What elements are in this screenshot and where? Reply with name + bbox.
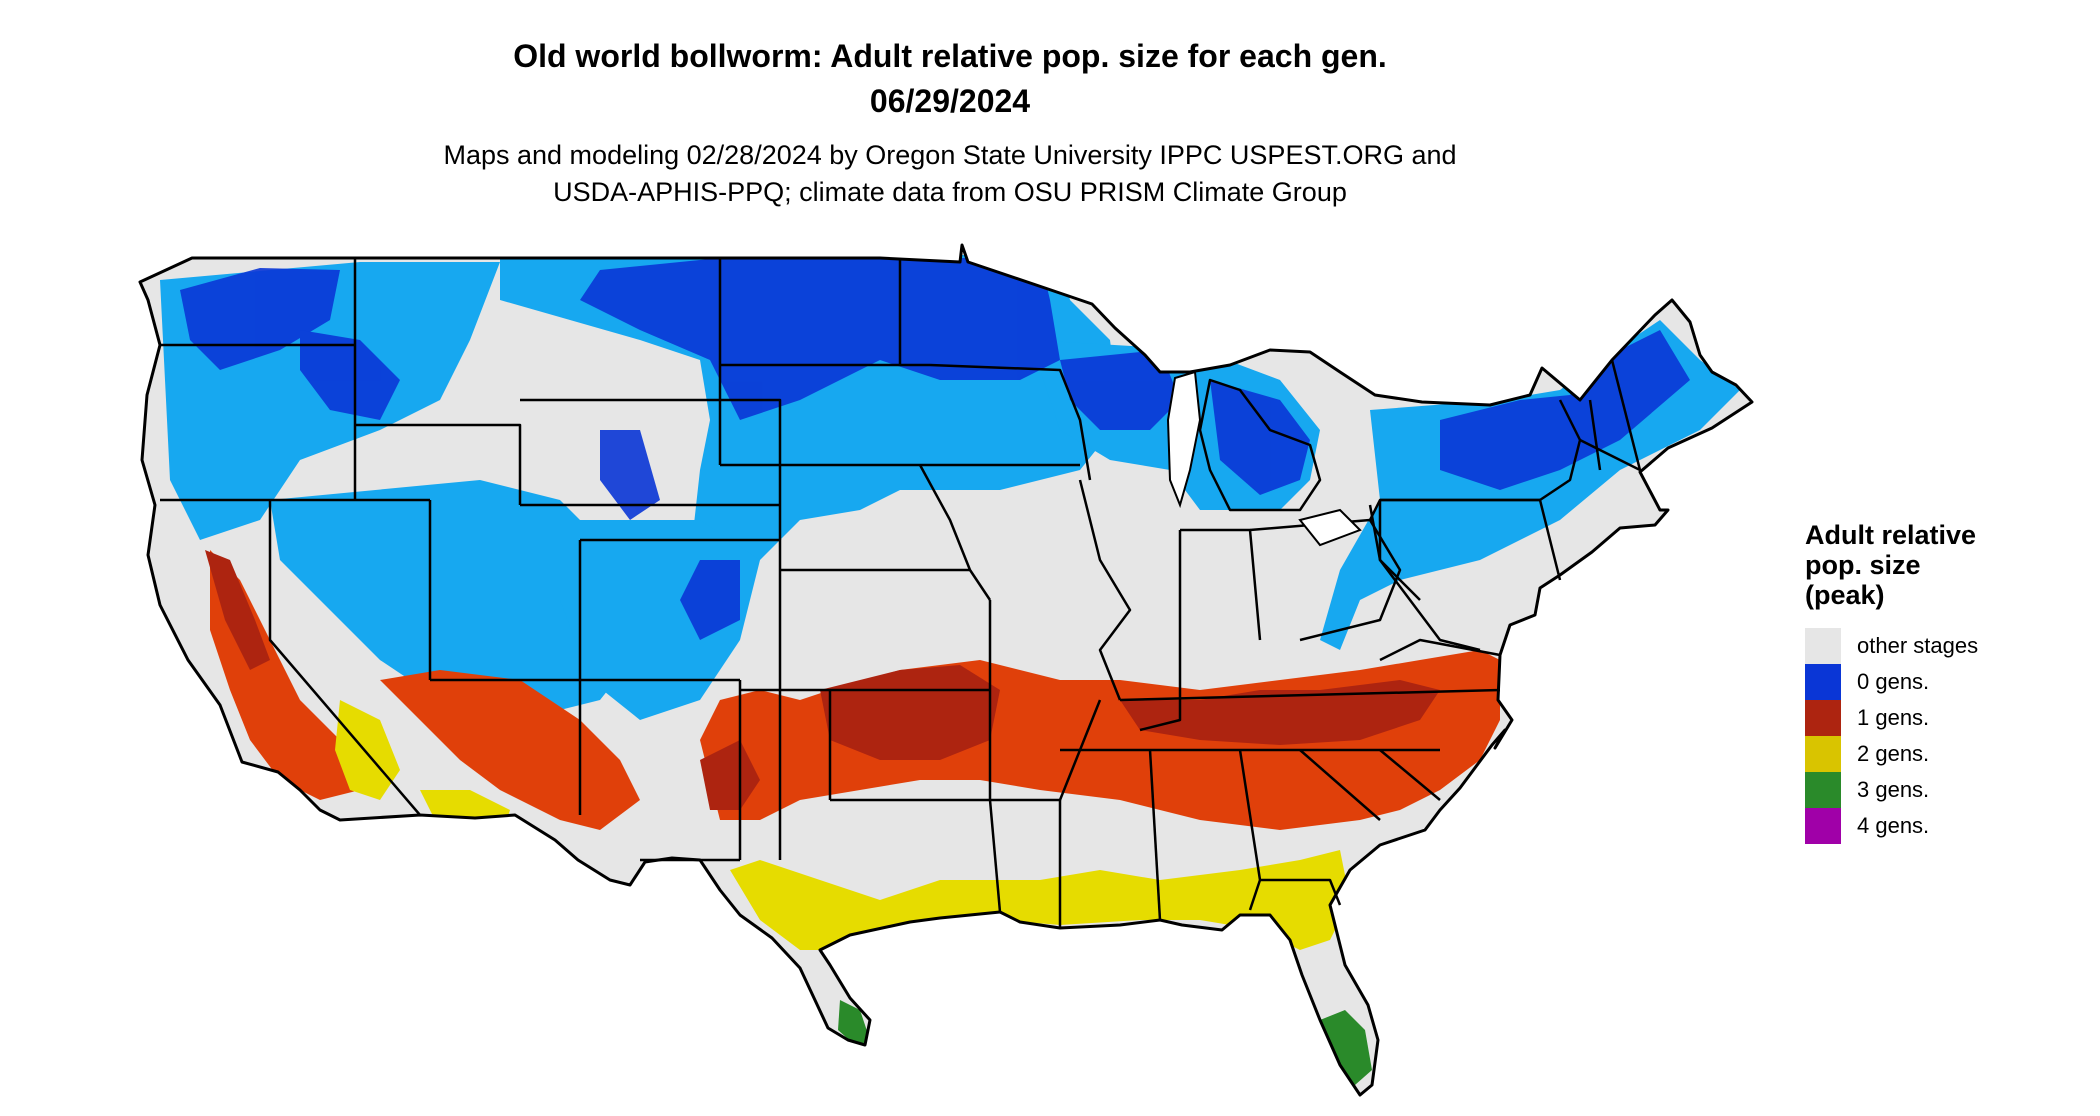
legend-swatch [1805, 772, 1841, 808]
zone-0-gens-dark [180, 258, 1690, 640]
legend-swatch [1805, 700, 1841, 736]
legend-item: 0 gens. [1805, 664, 2085, 700]
legend-label: 4 gens. [1857, 813, 1930, 838]
legend-item: 2 gens. [1805, 736, 2085, 772]
legend-title: Adult relative pop. size (peak) [1805, 520, 1977, 610]
map-date: 06/29/2024 [869, 83, 1031, 119]
map-subtitle-line-2: USDA-APHIS-PPQ; climate data from OSU PR… [553, 177, 1347, 207]
map-title: Old world bollworm: Adult relative pop. … [513, 38, 1387, 74]
state-borders [138, 243, 1754, 1097]
legend: Adult relative pop. size (peak) other st… [1805, 520, 2085, 844]
legend-swatch [1805, 736, 1841, 772]
legend-label: 2 gens. [1857, 741, 1930, 766]
legend-label: 0 gens. [1857, 669, 1930, 694]
map-subtitle-line-1: Maps and modeling 02/28/2024 by Oregon S… [443, 140, 1457, 170]
legend-label: 3 gens. [1857, 777, 1930, 802]
legend-item: 4 gens. [1805, 808, 2085, 844]
legend-label: other stages [1857, 633, 1979, 658]
legend-item: other stages [1805, 628, 2085, 664]
legend-item: 1 gens. [1805, 700, 2085, 736]
legend-swatch [1805, 808, 1841, 844]
legend-items: other stages 0 gens. 1 gens. 2 gens. 3 gens.… [1805, 628, 2085, 844]
great-lakes [1166, 370, 1362, 547]
legend-swatch [1805, 628, 1841, 664]
zone-3-gens [838, 1000, 1372, 1085]
legend-item: 3 gens. [1805, 772, 2085, 808]
legend-label: 1 gens. [1857, 705, 1930, 730]
legend-swatch [1805, 664, 1841, 700]
